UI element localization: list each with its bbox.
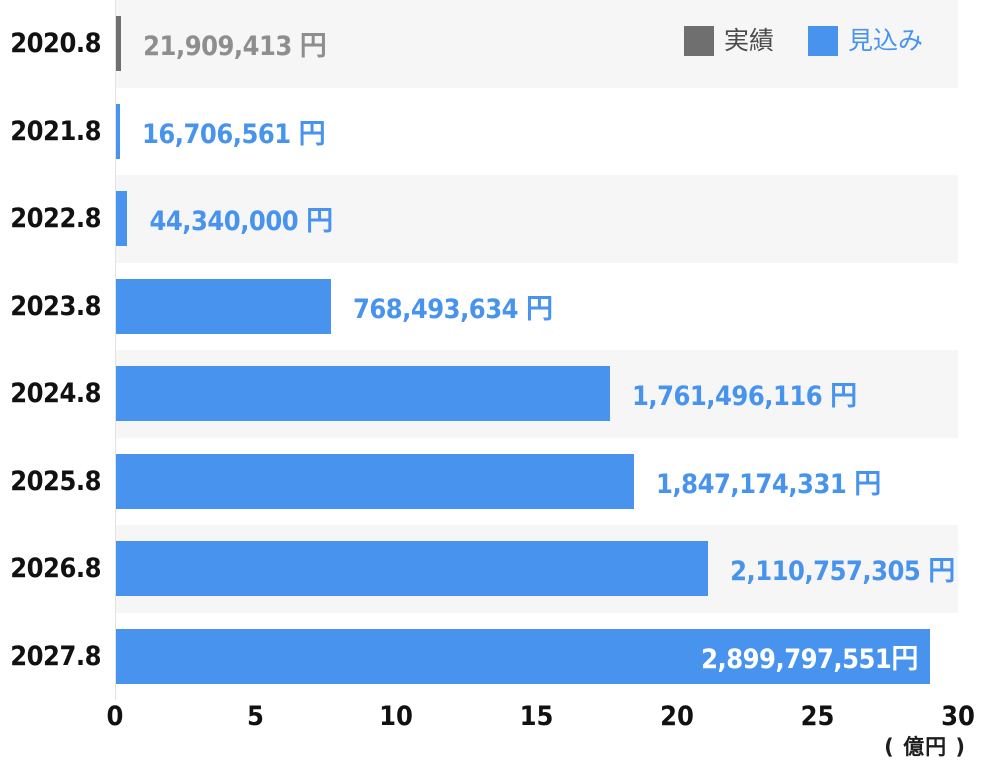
chart-row: 2021.8 16,706,561 円 — [0, 88, 1000, 176]
value-label: 2,110,757,305 円 — [730, 556, 955, 588]
chart-row: 2026.8 2,110,757,305 円 — [0, 525, 1000, 613]
category-label: 2020.8 — [10, 28, 101, 60]
x-axis: 0 5 10 15 20 25 30 — [107, 701, 975, 732]
legend-item: 見込み — [808, 26, 923, 56]
category-label: 2024.8 — [10, 378, 101, 410]
chart-rows: 2020.8 21,909,413 円 2021.8 16,706,561 円 … — [0, 16, 1000, 701]
category-label: 2022.8 — [10, 203, 101, 235]
bar — [115, 453, 635, 509]
legend-label: 実績 — [724, 26, 775, 55]
chart-legend: 実績 見込み — [684, 26, 923, 56]
bar: 2,899,797,551円 — [115, 628, 930, 684]
value-label: 16,706,561 円 — [142, 118, 326, 150]
chart-row: 2022.8 44,340,000 円 — [0, 175, 1000, 263]
chart-row: 2025.8 1,847,174,331 円 — [0, 438, 1000, 526]
x-axis-tick-label: 20 — [660, 701, 694, 732]
category-label: 2021.8 — [10, 115, 101, 147]
row-band: 1,847,174,331 円 — [115, 438, 958, 526]
chart-row: 2024.8 1,761,496,116 円 — [0, 350, 1000, 438]
row-band: 1,761,496,116 円 — [115, 350, 958, 438]
x-axis-tick-label: 25 — [800, 701, 835, 732]
legend-label: 見込み — [848, 26, 924, 55]
value-label: 44,340,000 円 — [149, 206, 333, 238]
bar — [115, 16, 122, 72]
x-axis-tick-label: 15 — [519, 701, 554, 732]
bar — [115, 191, 128, 247]
category-label: 2023.8 — [10, 290, 101, 322]
category-label: 2027.8 — [10, 640, 101, 672]
value-label: 1,847,174,331 円 — [656, 468, 881, 500]
x-axis-tick-label: 5 — [247, 701, 264, 732]
bar — [115, 541, 709, 597]
x-axis-tick-label: 0 — [106, 701, 124, 732]
value-label: 21,909,413 円 — [143, 31, 327, 63]
x-axis-unit-label: ( 億円 ) — [884, 735, 966, 759]
bar — [115, 103, 120, 159]
y-axis-line — [115, 0, 116, 700]
row-band: 768,493,634 円 — [115, 263, 958, 351]
row-band: 2,110,757,305 円 — [115, 525, 958, 613]
legend-swatch-icon — [684, 26, 714, 56]
row-band: 16,706,561 円 — [115, 88, 958, 176]
chart-row: 2023.8 768,493,634 円 — [0, 263, 1000, 351]
x-axis-tick-label: 30 — [941, 701, 975, 732]
legend-swatch-icon — [808, 26, 839, 56]
legend-item: 実績 — [684, 26, 774, 56]
value-label: 2,899,797,551円 — [701, 643, 918, 675]
chart-row: 2027.8 2,899,797,551円 — [0, 613, 1000, 701]
bar — [115, 278, 331, 334]
row-band: 2,899,797,551円 — [115, 613, 958, 701]
value-label: 1,761,496,116 円 — [631, 381, 857, 413]
bar — [115, 366, 610, 422]
x-axis-tick-label: 10 — [379, 701, 413, 732]
row-band: 44,340,000 円 — [115, 175, 958, 263]
value-label: 768,493,634 円 — [352, 293, 553, 325]
category-label: 2026.8 — [10, 553, 101, 585]
category-label: 2025.8 — [10, 465, 101, 497]
